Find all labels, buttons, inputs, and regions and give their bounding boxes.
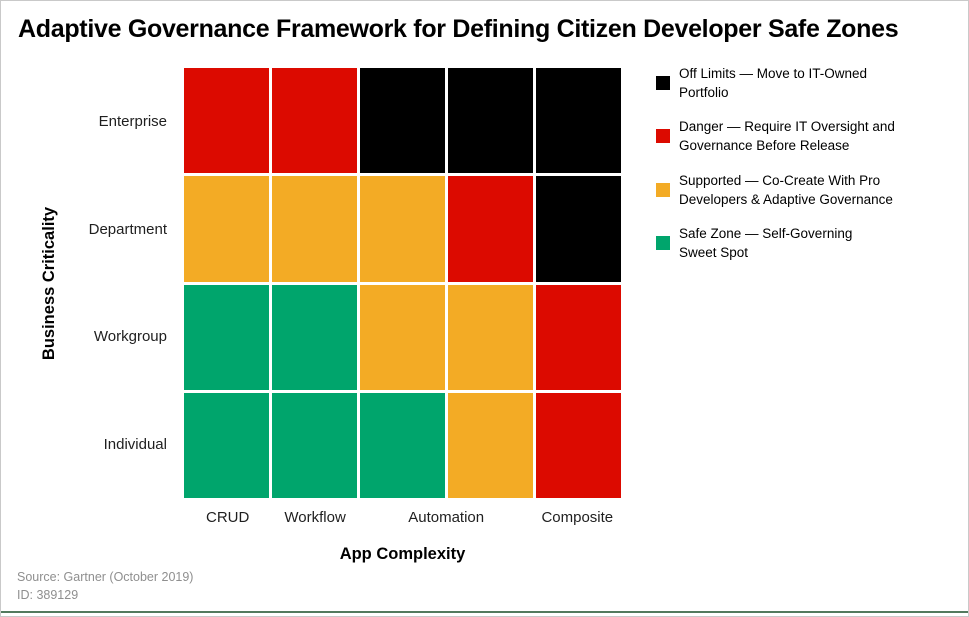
matrix-cell-r4c1-safe (184, 392, 269, 498)
legend-item-off-limits: Off Limits — Move to IT-Owned Portfolio (656, 64, 926, 102)
matrix-cell-r4c4-supported (448, 392, 533, 498)
x-tick-label-automation: Automation (408, 509, 485, 526)
matrix-cell-r3c1-safe (184, 284, 269, 390)
y-tick-label-department: Department (88, 220, 167, 238)
matrix-cell-r1c5-off-limits (536, 68, 621, 174)
chart-title: Adaptive Governance Framework for Defini… (18, 15, 899, 43)
x-axis-labels: CRUD Workflow Automation Composite (184, 509, 621, 529)
matrix-cell-r2c5-off-limits (536, 176, 621, 282)
matrix-cell-r4c3-safe (360, 392, 445, 498)
matrix-cell-r3c5-danger (536, 284, 621, 390)
matrix-cell-r1c3-off-limits (360, 68, 445, 174)
matrix-cell-r2c3-supported (360, 176, 445, 282)
legend-swatch-safe (656, 236, 670, 251)
legend-item-supported: Supported — Co-Create With Pro Developers… (656, 171, 926, 209)
y-tick-label-individual: Individual (103, 435, 167, 453)
x-tick-label-workflow: Workflow (284, 509, 346, 526)
matrix-cell-r1c2-danger (272, 68, 357, 174)
legend: Off Limits — Move to IT-Owned Portfolio Da… (656, 64, 926, 277)
y-tick-label-workgroup: Workgroup (93, 328, 167, 346)
brand-bar (1, 611, 968, 613)
matrix-cell-r2c1-supported (184, 176, 269, 282)
matrix-grid (184, 68, 621, 498)
matrix-cell-r2c4-danger (448, 176, 533, 282)
legend-item-safe: Safe Zone — Self-Governing Sweet Spot (656, 224, 926, 262)
matrix-cell-r3c2-safe (272, 284, 357, 390)
id-text: ID: 389129 (17, 588, 79, 603)
matrix-cell-r3c3-supported (360, 284, 445, 390)
x-axis-title: App Complexity (339, 545, 466, 563)
legend-swatch-supported (656, 182, 670, 197)
legend-item-danger: Danger — Require IT Oversight and Governa… (656, 117, 926, 155)
legend-swatch-off-limits (656, 76, 670, 91)
matrix-cell-r4c2-safe (272, 392, 357, 498)
legend-label-supported: Supported — Co-Create With Pro Developers… (679, 172, 893, 207)
y-axis-labels: Enterprise Department Workgroup Individual (1, 68, 167, 498)
x-tick-label-crud: CRUD (206, 509, 250, 526)
matrix-cell-r2c2-supported (272, 176, 357, 282)
matrix-cell-r4c5-danger (536, 392, 621, 498)
legend-label-danger: Danger — Require IT Oversight and Governa… (679, 119, 895, 154)
x-tick-label-composite: Composite (541, 509, 614, 526)
y-tick-label-enterprise: Enterprise (98, 113, 167, 131)
footer: Source: Gartner (October 2019) ID: 38912… (17, 568, 193, 604)
matrix-cell-r3c4-supported (448, 284, 533, 390)
legend-label-off-limits: Off Limits — Move to IT-Owned Portfolio (679, 66, 868, 101)
matrix-cell-r1c1-danger (184, 68, 269, 174)
source-text: Source: Gartner (October 2019) (17, 570, 194, 584)
legend-label-safe: Safe Zone — Self-Governing Sweet Spot (679, 225, 853, 261)
legend-swatch-danger (656, 129, 670, 144)
matrix-cell-r1c4-off-limits (448, 68, 533, 174)
